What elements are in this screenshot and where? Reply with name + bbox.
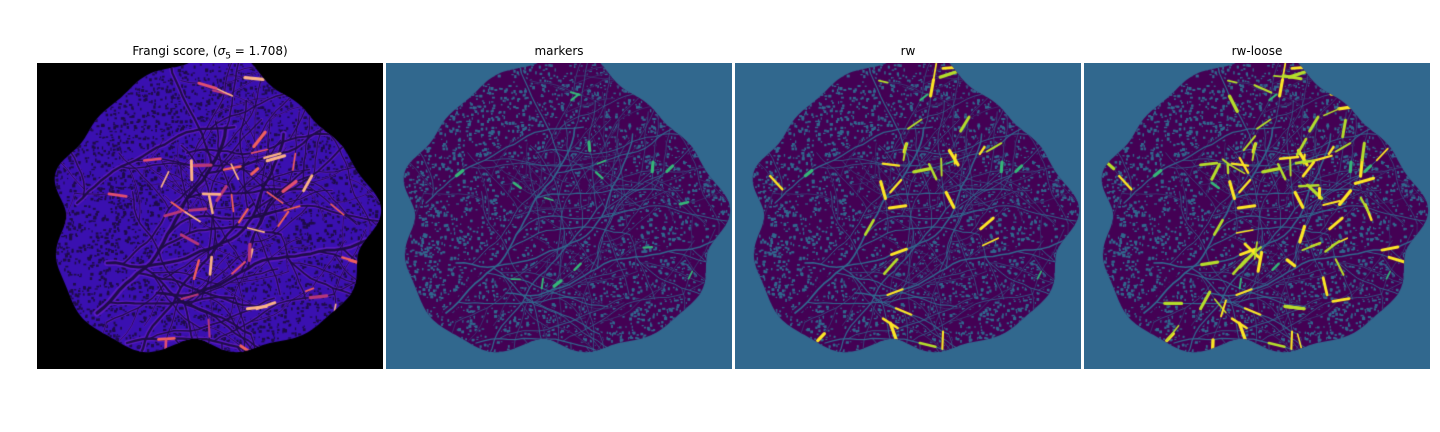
rw-canvas: [735, 63, 1081, 369]
rw-loose-canvas: [1084, 63, 1430, 369]
panel-title-rw: rw: [900, 44, 916, 58]
markers-canvas: [386, 63, 732, 369]
markers-image: [386, 63, 732, 369]
panel-title-frangi: Frangi score, (σ5 = 1.708): [132, 44, 288, 62]
frangi-canvas: [37, 63, 383, 369]
frangi-score-image: [37, 63, 383, 369]
panel-title-markers: markers: [534, 44, 584, 58]
rw-image: [735, 63, 1081, 369]
panel-title-rw-loose: rw-loose: [1231, 44, 1283, 58]
rw-loose-image: [1084, 63, 1430, 369]
